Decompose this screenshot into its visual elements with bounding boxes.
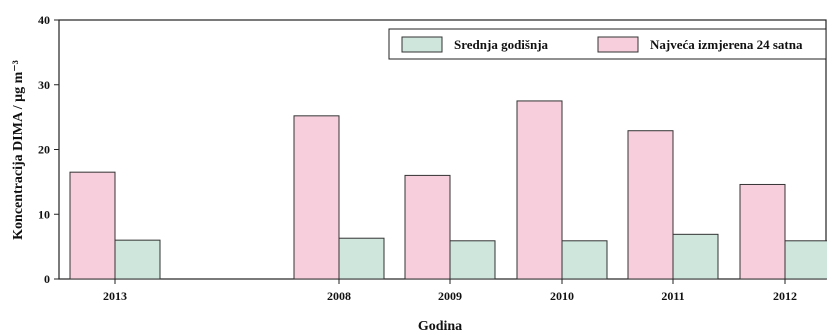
bar-annual-mean-2012 xyxy=(784,240,827,280)
legend-label-0: Srednja godišnja xyxy=(454,37,549,52)
plot-area: 2013 2008 2009 2010 2011 2012 0 10 20 30 40 xyxy=(38,13,827,303)
bar-annual-mean-2011 xyxy=(672,233,719,280)
legend: Srednja godišnja Najveća izmjerena 24 sat… xyxy=(388,28,827,60)
bar-max24h-2009 xyxy=(404,174,451,280)
bar-max24h-2013 xyxy=(69,171,116,280)
bar-max24h-2008 xyxy=(293,115,340,280)
x-tick-label-2008: 2008 xyxy=(327,289,351,303)
y-tick-label-20: 20 xyxy=(38,143,50,157)
legend-swatch-1 xyxy=(597,36,639,53)
x-tick-label-2012: 2012 xyxy=(773,289,797,303)
bar-max24h-2012 xyxy=(739,183,786,280)
legend-label-1: Najveća izmjerena 24 satna xyxy=(650,37,803,52)
x-tick-label-2013: 2013 xyxy=(103,289,127,303)
legend-swatch-0 xyxy=(401,36,443,53)
bar-annual-mean-2010 xyxy=(561,240,608,280)
y-tick-label-30: 30 xyxy=(38,78,50,92)
bar-annual-mean-2013 xyxy=(114,239,161,280)
y-tick-label-0: 0 xyxy=(44,272,50,286)
y-tick-label-40: 40 xyxy=(38,13,50,27)
bar-max24h-2010 xyxy=(516,100,563,280)
bar-max24h-2011 xyxy=(627,130,674,280)
y-tick-label-10: 10 xyxy=(38,207,50,221)
x-tick-label-2009: 2009 xyxy=(438,289,462,303)
bar-annual-mean-2009 xyxy=(449,240,496,280)
bar-annual-mean-2008 xyxy=(338,237,385,280)
y-axis-title: Koncentracija DIMA / μg m⁻³ xyxy=(11,60,26,240)
x-axis-title: Godina xyxy=(418,319,462,334)
x-tick-label-2011: 2011 xyxy=(661,289,684,303)
x-tick-label-2010: 2010 xyxy=(550,289,574,303)
